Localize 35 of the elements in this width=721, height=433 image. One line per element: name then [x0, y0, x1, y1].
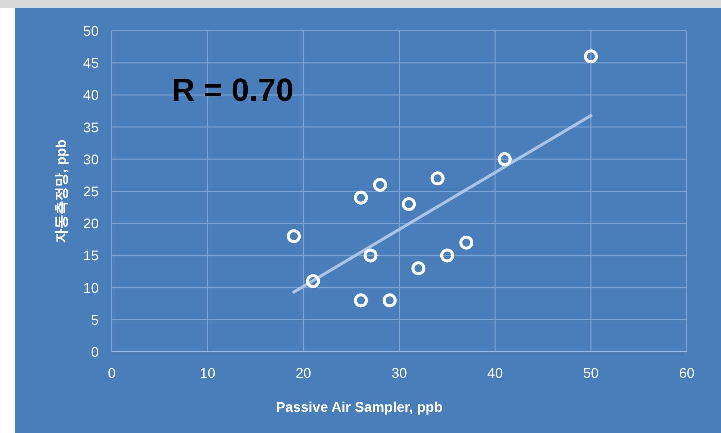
x-tick-label: 30: [392, 365, 408, 381]
x-axis-title: Passive Air Sampler, ppb: [276, 399, 443, 415]
point: [498, 152, 512, 166]
x-tick-label: 50: [583, 365, 600, 381]
y-tick-label: 50: [83, 23, 100, 39]
x-tick-label: 10: [200, 365, 216, 381]
point: [306, 274, 320, 288]
point: [382, 294, 397, 308]
y-tick-label: 10: [83, 280, 100, 296]
y-tick-label: 5: [91, 312, 100, 328]
x-tick-label: 40: [488, 365, 504, 381]
annotation: R = 0.70: [172, 72, 294, 108]
point: [440, 248, 454, 263]
x-tick-label: 0: [108, 365, 116, 381]
y-tick-label: 15: [83, 248, 100, 264]
point: [584, 50, 598, 64]
y-tick-label: 35: [83, 119, 100, 136]
point: [412, 262, 426, 276]
y-tick-label: 45: [83, 55, 100, 72]
x-tick-label: 20: [296, 365, 312, 381]
y-axis-title: 자동측정망, ppb: [53, 140, 69, 244]
point: [354, 190, 368, 205]
y-tick-label: 0: [91, 344, 100, 360]
y-tick-label: 20: [83, 216, 100, 232]
y-tick-label: 25: [83, 184, 100, 200]
point: [373, 178, 388, 192]
y-tick-label: 30: [83, 151, 100, 168]
point: [402, 197, 416, 212]
point: [364, 248, 378, 263]
point: [354, 294, 368, 308]
point: [460, 236, 474, 250]
y-tick-label: 40: [83, 87, 100, 104]
x-tick-label: 60: [679, 365, 695, 381]
point: [287, 229, 302, 244]
point: [430, 172, 445, 186]
